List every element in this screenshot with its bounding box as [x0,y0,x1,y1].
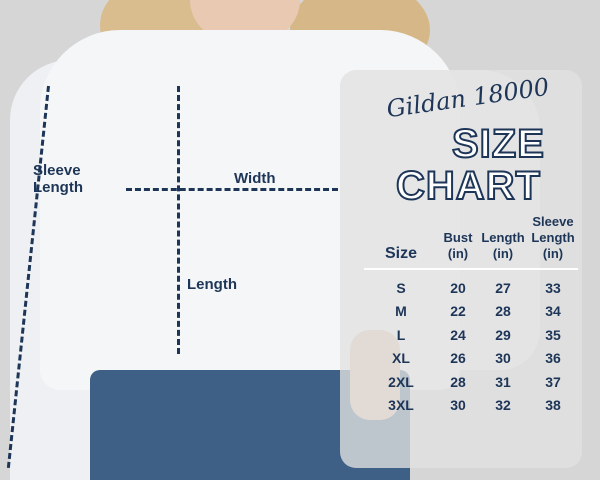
length-cell: 27 [495,279,511,296]
length-cell: 29 [495,326,511,343]
sleeve-length-cell: 37 [545,373,561,390]
size-cell: XL [392,350,410,367]
table-row: L 24 29 35 [364,323,578,347]
size-chart-panel [340,70,582,468]
length-label: Length [187,276,237,293]
sleeve-length-cell: 33 [545,279,561,296]
length-cell: 28 [495,303,511,320]
size-table: Size Bust (in) Length (in) Sleeve Length… [364,214,578,417]
size-cell: 3XL [388,397,414,414]
table-row: S 20 27 33 [364,269,578,300]
header-bust: Bust (in) [438,214,478,270]
length-line [177,86,180,354]
bust-cell: 20 [450,279,466,296]
table-header-row: Size Bust (in) Length (in) Sleeve Length… [364,214,578,270]
table-row: 2XL 28 31 37 [364,370,578,394]
sleeve-length-cell: 38 [545,397,561,414]
sleeve-length-cell: 36 [545,350,561,367]
sleeve-length-cell: 34 [545,303,561,320]
bust-cell: 24 [450,326,466,343]
size-cell: S [396,279,406,296]
bust-cell: 28 [450,373,466,390]
length-cell: 32 [495,397,511,414]
length-cell: 30 [495,350,511,367]
width-label: Width [234,170,276,187]
table-row: 3XL 30 32 38 [364,394,578,418]
bust-cell: 30 [450,397,466,414]
size-cell: L [396,326,406,343]
table-row: M 22 28 34 [364,300,578,324]
table-row: XL 26 30 36 [364,347,578,371]
sleeve-length-label: Sleeve Length [33,162,83,196]
size-cell: M [395,303,407,320]
width-line [126,188,338,191]
title-chart: CHART [395,163,541,209]
bust-cell: 22 [450,303,466,320]
title-size: SIZE [451,121,545,167]
sleeve-length-cell: 35 [545,326,561,343]
header-length: Length (in) [478,214,528,270]
length-cell: 31 [495,373,511,390]
header-sleeve-length: Sleeve Length (in) [528,214,578,270]
size-cell: 2XL [388,373,414,390]
bust-cell: 26 [450,350,466,367]
header-size: Size [364,214,438,270]
